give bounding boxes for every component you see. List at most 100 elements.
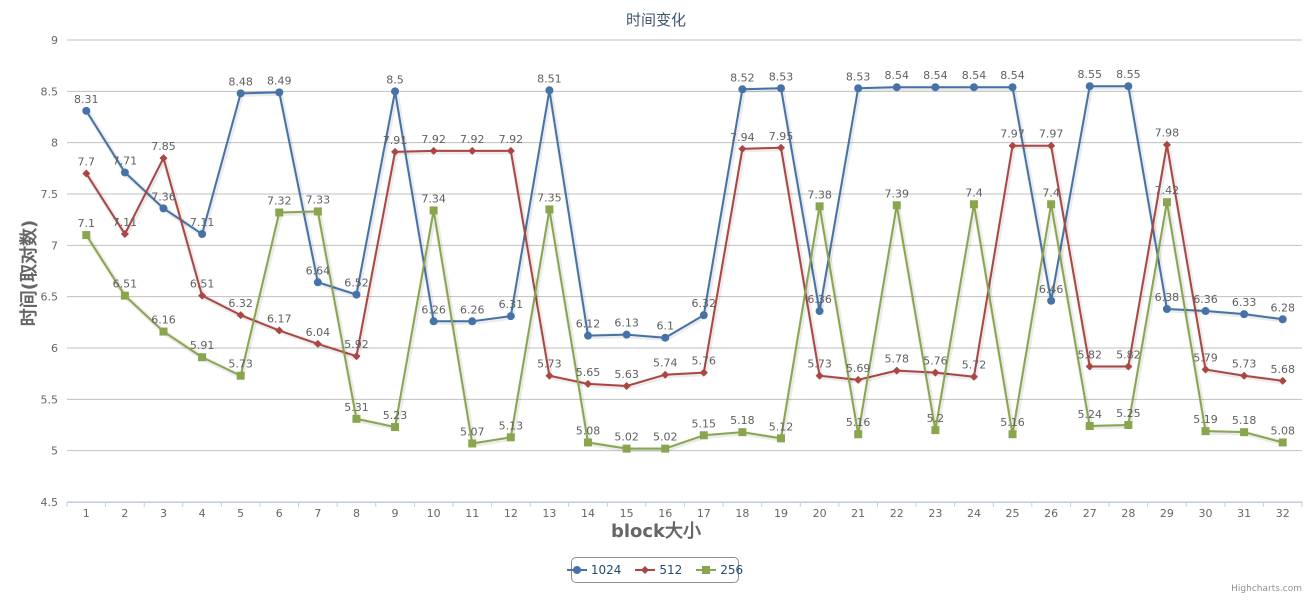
data-label: 7.1	[78, 217, 96, 230]
data-label: 8.51	[537, 72, 562, 85]
data-point	[1124, 421, 1133, 429]
y-tick-label: 4.5	[41, 496, 59, 509]
data-point	[545, 86, 554, 95]
data-label: 8.53	[846, 70, 871, 83]
data-label: 5.73	[537, 358, 562, 371]
y-tick-label: 8	[51, 137, 58, 150]
data-point	[275, 208, 284, 217]
data-label: 5.08	[1270, 424, 1295, 437]
data-point	[931, 368, 940, 377]
data-point	[1278, 376, 1287, 385]
data-label: 6.31	[499, 298, 524, 311]
data-label: 6.36	[807, 293, 832, 306]
data-point	[969, 83, 978, 92]
x-tick-label: 4	[199, 507, 206, 520]
legend-item-1024[interactable]: 1024	[566, 563, 621, 577]
data-label: 8.53	[769, 70, 794, 83]
data-point	[468, 146, 477, 155]
data-point	[275, 88, 284, 97]
y-tick-label: 9	[51, 34, 58, 47]
data-point	[969, 372, 978, 381]
data-point	[1240, 371, 1249, 380]
x-tick-label: 26	[1044, 507, 1058, 520]
data-point	[429, 146, 438, 155]
data-point	[931, 426, 940, 435]
data-label: 5.15	[692, 417, 717, 430]
data-label: 6.12	[576, 318, 601, 331]
data-label: 7.91	[383, 134, 408, 147]
data-label: 7.39	[885, 187, 910, 200]
data-label: 5.92	[344, 338, 369, 351]
data-label: 5.02	[653, 431, 678, 444]
data-point	[1085, 422, 1094, 431]
data-point	[776, 143, 785, 152]
x-tick-label: 30	[1199, 507, 1213, 520]
data-label: 6.1	[656, 320, 674, 333]
data-label: 7.4	[1042, 186, 1060, 199]
data-label: 5.19	[1193, 413, 1218, 426]
data-point	[931, 83, 940, 92]
data-label: 5.08	[576, 424, 601, 437]
data-label: 5.73	[1232, 358, 1257, 371]
data-point	[159, 154, 168, 163]
credits-link[interactable]: Highcharts.com	[1231, 584, 1302, 594]
x-tick-label: 24	[967, 507, 981, 520]
data-point	[854, 84, 863, 93]
data-label: 5.18	[1232, 414, 1257, 427]
data-label: 6.64	[306, 264, 331, 277]
data-label: 8.49	[267, 74, 292, 87]
data-label: 8.5	[386, 73, 404, 86]
x-tick-label: 31	[1237, 507, 1251, 520]
data-label: 7.11	[190, 216, 215, 229]
data-point	[776, 84, 785, 93]
series-line-256	[85, 201, 1283, 450]
x-tick-label: 28	[1121, 507, 1135, 520]
data-label: 7.42	[1155, 184, 1180, 197]
y-tick-label: 6	[51, 342, 58, 355]
data-point	[699, 431, 708, 440]
data-point	[1240, 310, 1249, 319]
x-tick-label: 13	[542, 507, 556, 520]
data-point	[1047, 200, 1056, 209]
data-point	[622, 330, 631, 339]
data-label: 7.92	[421, 133, 446, 146]
data-point	[1085, 82, 1094, 91]
data-label: 7.33	[306, 193, 331, 206]
data-point	[198, 353, 207, 362]
series-line-512	[85, 143, 1283, 387]
x-tick-label: 2	[121, 507, 128, 520]
data-point	[313, 207, 322, 216]
data-point	[1201, 365, 1210, 374]
y-tick-label: 5	[51, 445, 58, 458]
data-point	[313, 278, 322, 287]
legend-item-256[interactable]: 256	[696, 563, 743, 577]
data-point	[506, 146, 515, 155]
x-tick-label: 18	[735, 507, 749, 520]
x-axis-title: block大小	[610, 521, 702, 542]
x-tick-label: 25	[1006, 507, 1020, 520]
data-label: 6.04	[306, 326, 331, 339]
x-tick-label: 27	[1083, 507, 1097, 520]
data-label: 8.52	[730, 71, 755, 84]
x-tick-label: 3	[160, 507, 167, 520]
data-point	[1047, 141, 1056, 150]
data-point	[738, 85, 747, 94]
data-point	[776, 434, 785, 443]
data-point	[120, 230, 129, 239]
data-point	[352, 414, 361, 423]
data-label: 7.71	[113, 154, 138, 167]
series-shadow	[85, 84, 1285, 342]
data-label: 5.73	[807, 358, 832, 371]
x-tick-label: 21	[851, 507, 865, 520]
data-point	[82, 106, 91, 115]
chart-title: 时间变化	[625, 11, 686, 29]
data-point	[313, 339, 322, 348]
data-point	[1047, 296, 1056, 305]
legend-item-512[interactable]: 512	[635, 563, 682, 577]
x-tick-label: 11	[465, 507, 479, 520]
data-point	[1162, 140, 1171, 149]
data-label: 5.24	[1077, 408, 1102, 421]
data-label: 7.7	[78, 155, 96, 168]
data-label: 7.32	[267, 194, 292, 207]
data-point	[661, 333, 670, 342]
